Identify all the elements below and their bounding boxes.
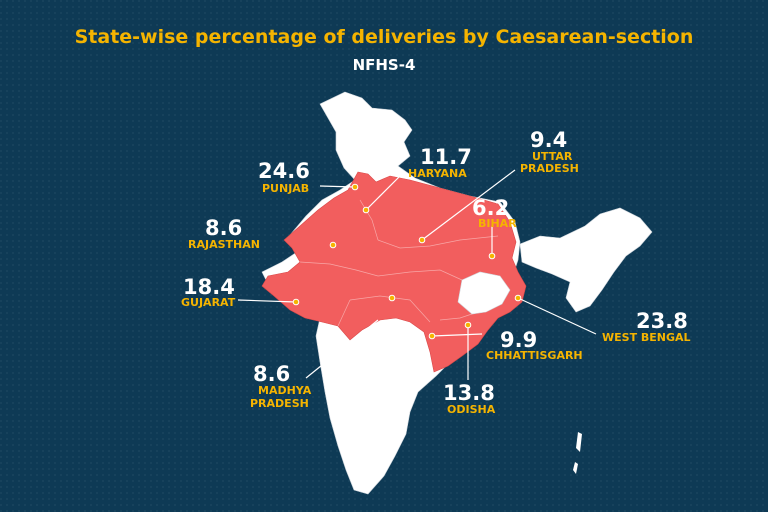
- label-haryana: HARYANA: [408, 167, 467, 180]
- marker-rajasthan: [329, 241, 337, 249]
- islands-shape: [573, 432, 582, 474]
- marker-odisha: [464, 321, 472, 329]
- north-east-shape: [519, 207, 653, 313]
- markers: [292, 183, 522, 340]
- marker-west-bengal: [514, 294, 522, 302]
- value-rajasthan: 8.6: [205, 216, 243, 240]
- value-haryana: 11.7: [420, 145, 472, 169]
- label-uttar-pradesh-line2: PRADESH: [520, 162, 579, 175]
- value-west-bengal: 23.8: [636, 309, 688, 333]
- map-title: State-wise percentage of deliveries by C…: [74, 26, 694, 48]
- jharkhand-shape: [457, 271, 511, 315]
- label-west-bengal: WEST BENGAL: [602, 331, 691, 344]
- marker-madhya-pradesh: [388, 294, 396, 302]
- label-odisha: ODISHA: [447, 403, 496, 416]
- value-chhattisgarh: 9.9: [500, 328, 538, 352]
- map-subtitle: NFHS-4: [352, 56, 416, 74]
- value-madhya-pradesh: 8.6: [253, 362, 291, 386]
- label-madhya-pradesh-line2: PRADESH: [250, 397, 309, 410]
- value-odisha: 13.8: [443, 381, 495, 405]
- value-punjab: 24.6: [258, 159, 310, 183]
- highlighted-states-shape: [261, 171, 527, 373]
- label-bihar: BIHAR: [478, 217, 517, 230]
- marker-uttar-pradesh: [418, 236, 426, 244]
- value-gujarat: 18.4: [183, 275, 235, 299]
- marker-chhattisgarh: [428, 332, 436, 340]
- label-chhattisgarh: CHHATTISGARH: [486, 349, 583, 362]
- label-rajasthan: RAJASTHAN: [188, 238, 260, 251]
- value-bihar: 6.2: [472, 196, 510, 220]
- marker-gujarat: [292, 298, 300, 306]
- marker-bihar: [488, 252, 496, 260]
- label-madhya-pradesh-line1: MADHYA: [258, 384, 312, 397]
- marker-haryana: [362, 206, 370, 214]
- marker-punjab: [351, 183, 359, 191]
- label-punjab: PUNJAB: [262, 182, 310, 195]
- leader-lines: [237, 169, 597, 380]
- value-uttar-pradesh: 9.4: [530, 128, 568, 152]
- label-uttar-pradesh-line1: UTTAR: [532, 150, 573, 163]
- label-gujarat: GUJARAT: [181, 296, 236, 309]
